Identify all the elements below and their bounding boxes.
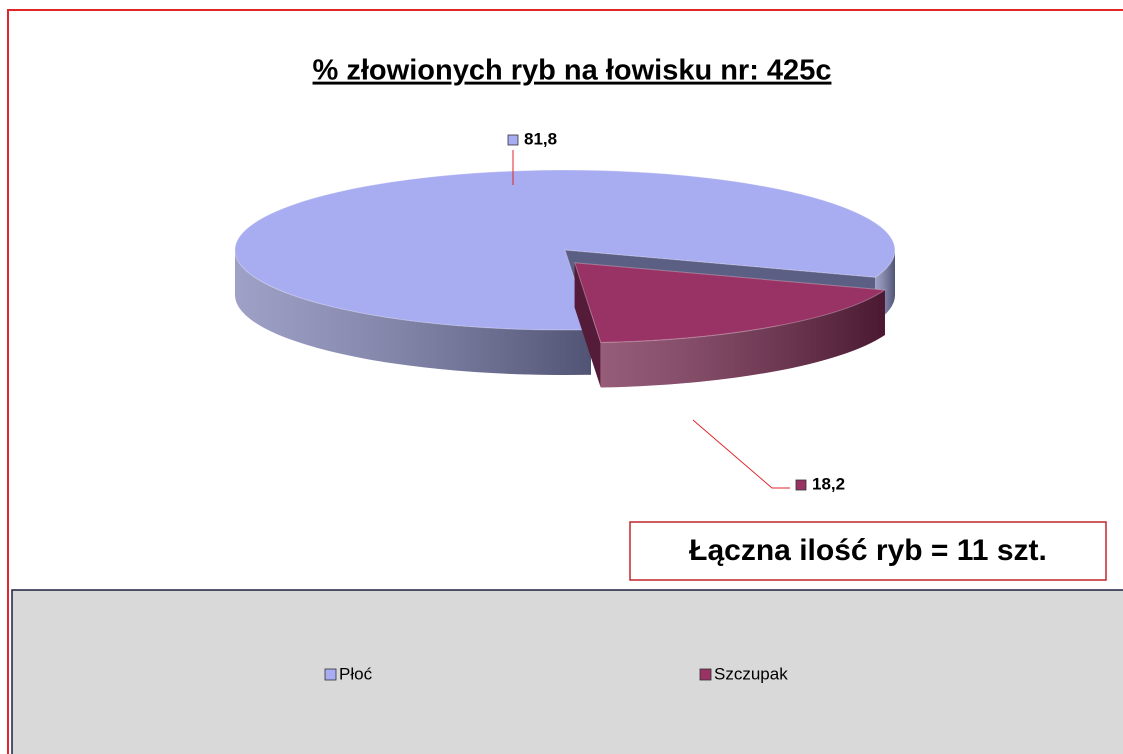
leader-line <box>692 419 790 489</box>
label-key <box>507 134 519 146</box>
legend-box <box>11 589 1123 754</box>
legend-key <box>699 668 712 681</box>
slice-cut-face <box>574 262 601 388</box>
legend-key <box>324 668 337 681</box>
legend-label: Płoć <box>339 664 373 683</box>
legend-label: Szczupak <box>714 664 788 683</box>
slice-side-shade <box>600 290 885 388</box>
slice-side-shade <box>234 250 591 376</box>
slice <box>573 262 887 344</box>
annotation-box <box>629 521 1107 581</box>
pie: 81,8 18,2 <box>234 129 896 493</box>
slice <box>234 169 896 331</box>
chart-title: % złowionych ryb na łowisku nr: 425c <box>313 55 832 87</box>
data-label: 81,8 <box>524 129 557 148</box>
annotation: Łączna ilość ryb = 11 szt. <box>689 534 1047 567</box>
label-key <box>795 479 807 491</box>
data-label: 18,2 <box>812 474 845 493</box>
legend: Płoć Szczupak <box>324 664 788 683</box>
